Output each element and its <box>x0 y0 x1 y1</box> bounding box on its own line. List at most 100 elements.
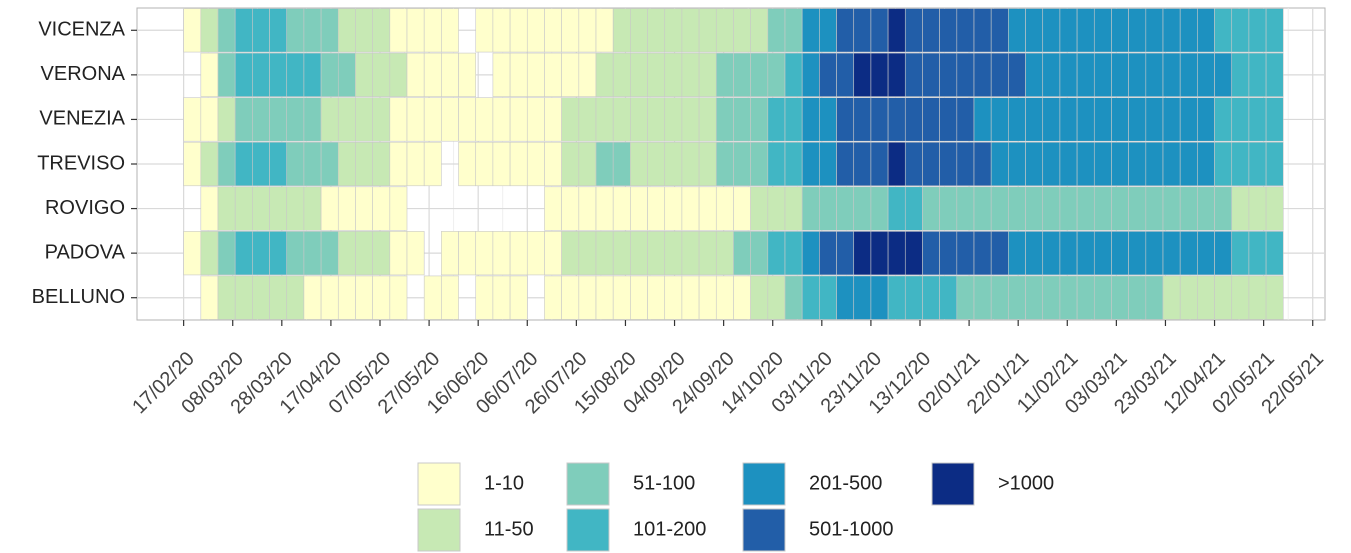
cell <box>612 275 631 320</box>
cell <box>1197 97 1215 142</box>
cell <box>1214 52 1233 97</box>
cell <box>337 52 356 97</box>
cell <box>836 231 855 276</box>
cell <box>870 97 889 142</box>
cell <box>1128 275 1147 320</box>
cell <box>1025 8 1044 53</box>
cell <box>509 275 528 320</box>
cell <box>1128 186 1147 231</box>
cell <box>1265 231 1284 276</box>
cell <box>372 8 391 53</box>
cell <box>750 231 769 276</box>
cell <box>406 8 425 53</box>
cell <box>441 52 459 97</box>
cell <box>664 231 683 276</box>
cell <box>1008 231 1026 276</box>
cell <box>819 97 837 142</box>
cell <box>406 141 425 187</box>
cell <box>1265 52 1284 97</box>
cell <box>630 52 648 97</box>
cell <box>1025 231 1044 276</box>
cell <box>836 141 855 187</box>
cell <box>1231 141 1250 187</box>
cell <box>836 8 855 53</box>
cell <box>1008 186 1026 231</box>
cell <box>681 231 700 276</box>
cell <box>406 97 425 142</box>
cell <box>887 8 906 53</box>
cell <box>1162 231 1181 276</box>
cell <box>1197 141 1215 187</box>
cell <box>801 275 820 320</box>
cell <box>681 141 700 187</box>
cell <box>1042 186 1061 231</box>
cell <box>252 275 270 320</box>
cell <box>767 52 786 97</box>
cell <box>183 141 202 187</box>
cell <box>492 231 511 276</box>
cell <box>475 97 494 142</box>
cell <box>217 275 236 320</box>
cell <box>389 52 408 97</box>
cell <box>286 52 305 97</box>
cell <box>1111 275 1129 320</box>
cell <box>320 141 339 187</box>
cell <box>715 52 734 97</box>
cell <box>561 8 580 53</box>
cell <box>492 8 511 53</box>
cell <box>303 275 322 320</box>
cell <box>475 275 494 320</box>
cell <box>801 141 820 187</box>
cell <box>784 8 803 53</box>
cell <box>870 52 889 97</box>
cell <box>973 186 992 231</box>
cell <box>819 231 837 276</box>
cell <box>647 8 666 53</box>
cell <box>750 186 769 231</box>
cell <box>750 52 769 97</box>
cell <box>1265 141 1284 187</box>
cell <box>819 275 837 320</box>
cell <box>612 8 631 53</box>
cell <box>234 275 253 320</box>
cell <box>904 275 923 320</box>
cell <box>973 8 992 53</box>
cell <box>836 52 855 97</box>
cell <box>509 8 528 53</box>
cell <box>630 231 648 276</box>
cell <box>922 8 940 53</box>
cell <box>853 141 872 187</box>
legend-key <box>742 508 786 552</box>
cell <box>492 275 511 320</box>
cell <box>389 8 408 53</box>
cell <box>664 275 683 320</box>
cell <box>1179 186 1198 231</box>
cell <box>922 231 940 276</box>
cell <box>337 275 356 320</box>
cell <box>337 8 356 53</box>
cell <box>389 97 408 142</box>
cell <box>939 8 958 53</box>
cell <box>664 186 683 231</box>
cell <box>1025 52 1044 97</box>
cell <box>922 141 940 187</box>
cell <box>939 97 958 142</box>
cell <box>715 8 734 53</box>
cell <box>303 97 322 142</box>
cell <box>733 97 751 142</box>
cell <box>767 275 786 320</box>
cell <box>767 186 786 231</box>
cell <box>337 231 356 276</box>
cell <box>956 186 975 231</box>
cell <box>355 52 373 97</box>
cell <box>183 231 202 276</box>
cell <box>337 186 356 231</box>
cell <box>578 8 597 53</box>
cell <box>939 52 958 97</box>
cell <box>990 186 1009 231</box>
cell <box>1025 275 1044 320</box>
y-tick-label: BELLUNO <box>32 286 125 308</box>
cell <box>1093 141 1112 187</box>
cell <box>269 52 288 97</box>
